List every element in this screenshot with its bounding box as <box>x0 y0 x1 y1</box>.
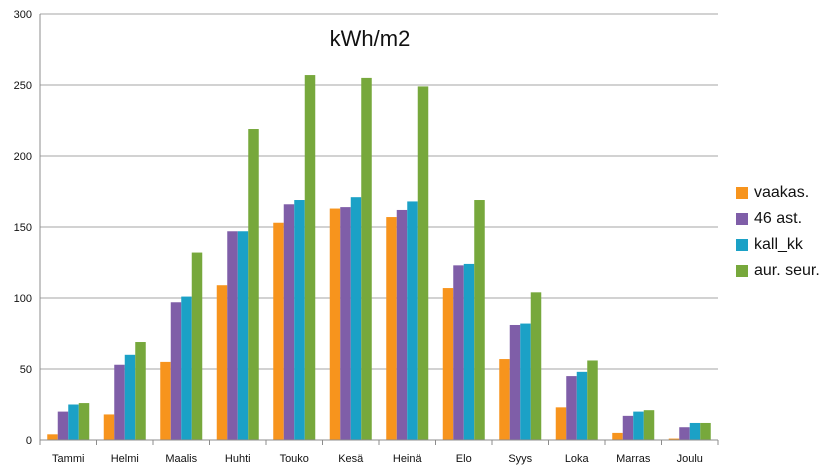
legend-label: kall_kk <box>754 236 803 253</box>
bar-10-0 <box>612 432 623 440</box>
x-tick-label: Kesä <box>338 453 364 465</box>
bar-3-2 <box>237 231 249 440</box>
legend-item: aur. seur. <box>736 258 820 284</box>
legend-swatch <box>736 239 748 251</box>
bar-7-1 <box>453 265 464 440</box>
legend-label: vaakas. <box>754 184 810 201</box>
bar-3-3 <box>248 129 259 440</box>
bar-8-1 <box>509 324 521 440</box>
bar-11-3 <box>700 422 711 440</box>
legend-item: vaakas. <box>736 180 820 206</box>
bar-0-3 <box>78 403 90 440</box>
legend-label: 46 ast. <box>754 210 803 227</box>
y-tick-label: 200 <box>14 151 32 163</box>
x-tick-label: Syys <box>508 453 532 465</box>
bar-4-1 <box>283 204 295 440</box>
y-tick-label: 250 <box>14 80 32 92</box>
x-tick-label: Huhti <box>225 453 251 465</box>
y-tick-label: 100 <box>14 293 32 305</box>
bar-2-3 <box>191 252 203 440</box>
bar-7-3 <box>474 200 485 440</box>
x-tick-label: Heinä <box>393 453 423 465</box>
x-tick-label: Tammi <box>52 453 84 465</box>
x-tick-label: Elo <box>456 453 472 465</box>
x-tick-label: Touko <box>280 453 309 465</box>
bar-10-3 <box>643 410 655 440</box>
bar-11-2 <box>689 422 701 440</box>
bar-10-1 <box>622 415 634 440</box>
x-tick-label: Joulu <box>677 453 703 465</box>
bar-10-2 <box>633 411 644 440</box>
bar-1-1 <box>114 364 125 440</box>
bar-5-0 <box>329 208 341 440</box>
bar-6-3 <box>417 86 429 441</box>
bar-6-1 <box>396 209 408 440</box>
bar-2-1 <box>170 302 182 440</box>
bar-0-0 <box>47 434 58 440</box>
bar-6-2 <box>407 201 418 440</box>
bar-7-0 <box>442 288 454 440</box>
bar-1-2 <box>124 354 136 440</box>
bar-7-2 <box>463 263 475 440</box>
bar-2-2 <box>181 296 192 440</box>
bar-0-1 <box>57 411 69 440</box>
legend-item: 46 ast. <box>736 206 820 232</box>
bar-9-0 <box>555 407 567 440</box>
bar-8-2 <box>520 323 531 440</box>
bar-9-2 <box>576 371 588 440</box>
bar-5-1 <box>340 207 351 440</box>
y-tick-label: 50 <box>20 364 32 376</box>
bar-0-2 <box>68 404 79 440</box>
bar-9-3 <box>587 360 598 440</box>
bar-8-0 <box>499 359 510 440</box>
y-tick-label: 300 <box>14 9 32 21</box>
x-tick-label: Loka <box>565 453 590 465</box>
bar-4-0 <box>273 222 284 440</box>
bar-5-3 <box>361 77 372 441</box>
bar-4-2 <box>294 200 305 440</box>
legend-swatch <box>736 265 748 277</box>
bar-11-1 <box>679 427 690 440</box>
x-tick-label: Maalis <box>165 453 197 465</box>
bar-3-1 <box>227 231 238 440</box>
bar-5-2 <box>350 197 362 440</box>
bar-4-3 <box>304 75 316 440</box>
y-tick-label: 150 <box>14 222 32 234</box>
bar-8-3 <box>530 292 542 440</box>
y-tick-label: 0 <box>26 435 32 447</box>
legend-item: kall_kk <box>736 232 820 258</box>
bar-3-0 <box>216 285 228 440</box>
bar-6-0 <box>386 217 397 440</box>
bar-11-0 <box>668 438 680 440</box>
bar-1-0 <box>103 414 115 440</box>
legend-label: aur. seur. <box>754 262 820 279</box>
x-tick-label: Helmi <box>111 453 139 465</box>
x-tick-label: Marras <box>616 453 651 465</box>
legend-swatch <box>736 213 748 225</box>
bar-1-3 <box>135 342 146 440</box>
bar-2-0 <box>160 361 171 440</box>
bar-9-1 <box>566 376 577 440</box>
legend-swatch <box>736 187 748 199</box>
chart-title: kWh/m2 <box>329 26 411 51</box>
chart-legend: vaakas. 46 ast. kall_kk aur. seur. <box>736 180 820 284</box>
